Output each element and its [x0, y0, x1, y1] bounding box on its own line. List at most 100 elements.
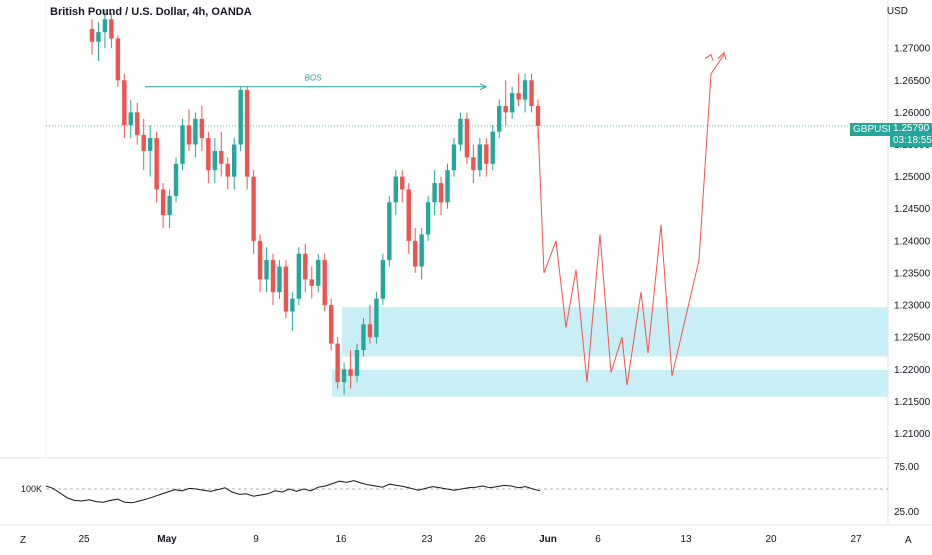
x-tick-label: 26 [474, 534, 486, 545]
x-tick-label: Jun [539, 534, 557, 545]
candle-body [109, 19, 114, 39]
candle-body [212, 150, 218, 171]
y-tick-label: 1.23500 [894, 268, 931, 279]
candle-body [277, 266, 282, 293]
projection-arrowhead-1 [704, 53, 714, 61]
y-tick-label: 1.23000 [894, 301, 931, 312]
y-tick-label: 1.26500 [894, 76, 931, 87]
y-tick-label: 1.27000 [894, 44, 931, 55]
candle-body [115, 38, 121, 81]
candle-body [490, 131, 495, 164]
candle-body [522, 80, 528, 100]
candle-body [128, 112, 133, 126]
auto-scale-corner[interactable]: A [905, 535, 912, 546]
x-tick-label: 13 [680, 534, 692, 545]
candle-body [458, 118, 463, 145]
bos-arrowhead [479, 83, 488, 91]
demand-zone-lower [332, 369, 888, 397]
candle-body [432, 183, 437, 203]
candle-body [387, 202, 392, 261]
candle-body [309, 279, 314, 286]
x-tick-label: May [157, 534, 177, 545]
candle-body [135, 112, 140, 135]
candle-body [238, 89, 243, 145]
candle-body [484, 144, 489, 164]
projection-path [537, 54, 725, 386]
y-tick-label: 1.24000 [894, 236, 931, 247]
rsi-tick-upper: 75.00 [894, 462, 919, 473]
candle-body [412, 240, 418, 267]
y-tick-label: 1.24500 [894, 204, 931, 215]
candle-body [425, 202, 431, 235]
projection-arrowhead-2 [717, 51, 727, 60]
candle-body [102, 19, 108, 33]
candle-body [96, 32, 101, 42]
x-tick-label: 6 [595, 534, 601, 545]
candle-body [451, 144, 457, 171]
candle-body [380, 260, 386, 299]
y-tick-label: 1.21500 [894, 397, 931, 408]
candle-body [290, 298, 295, 312]
symbol-title: British Pound / U.S. Dollar, 4h, OANDA [50, 6, 252, 18]
candle-body [316, 260, 321, 286]
candle-body [219, 150, 224, 164]
candle-body [244, 89, 250, 177]
candle-body [477, 144, 483, 171]
candle-body [335, 343, 340, 383]
candle-body [464, 118, 470, 158]
candle-body [180, 125, 185, 164]
candle-body [367, 324, 373, 338]
demand-zone-upper [342, 306, 888, 357]
candle-body [257, 240, 263, 280]
candle-body [438, 183, 444, 203]
candle-body [535, 105, 541, 126]
candle-body [89, 28, 95, 42]
x-tick-label: 20 [765, 534, 777, 545]
candle-body [348, 369, 353, 376]
candle-body [509, 93, 515, 113]
y-tick-label: 1.22000 [894, 365, 931, 376]
candle-body [419, 234, 424, 267]
candle-body [341, 369, 347, 383]
timezone-corner[interactable]: Z [20, 535, 27, 546]
currency-label: USD [886, 6, 908, 17]
candle-body [361, 324, 366, 351]
candle-body [141, 134, 146, 151]
y-tick-label: 1.21000 [894, 429, 931, 440]
candle-body [354, 350, 360, 376]
candle-body [296, 253, 302, 299]
candle-body [264, 260, 269, 280]
x-tick-label: 16 [335, 534, 347, 545]
candle-body [471, 157, 476, 171]
candle-body [251, 176, 256, 241]
candle-body [445, 170, 450, 203]
candle-body [154, 138, 159, 190]
candle-body [529, 80, 534, 106]
candle-body [374, 298, 379, 338]
candle-body [406, 189, 411, 241]
candle-body [303, 253, 308, 280]
candle-body [400, 176, 405, 190]
candle-body [497, 105, 502, 132]
candle-body [283, 266, 289, 312]
candle-body [147, 138, 153, 151]
rsi-tick-lower: 25.00 [894, 507, 919, 518]
candle-body [122, 80, 127, 126]
candle-body [206, 138, 211, 171]
y-tick-label: 1.22500 [894, 333, 931, 344]
candle-body [173, 163, 179, 196]
rsi-side-label: 100K [21, 484, 42, 494]
x-tick-label: 23 [421, 534, 433, 545]
y-tick-label: 1.25000 [894, 172, 931, 183]
x-tick-label: 27 [850, 534, 862, 545]
candle-body [160, 189, 166, 216]
rsi-line [45, 480, 541, 504]
candle-body [199, 118, 205, 139]
symbol-badge: GBPUSD [850, 123, 899, 136]
candle-body [193, 118, 198, 145]
x-tick-label: 9 [253, 534, 259, 545]
candle-body [167, 195, 172, 216]
candle-body [225, 163, 230, 177]
